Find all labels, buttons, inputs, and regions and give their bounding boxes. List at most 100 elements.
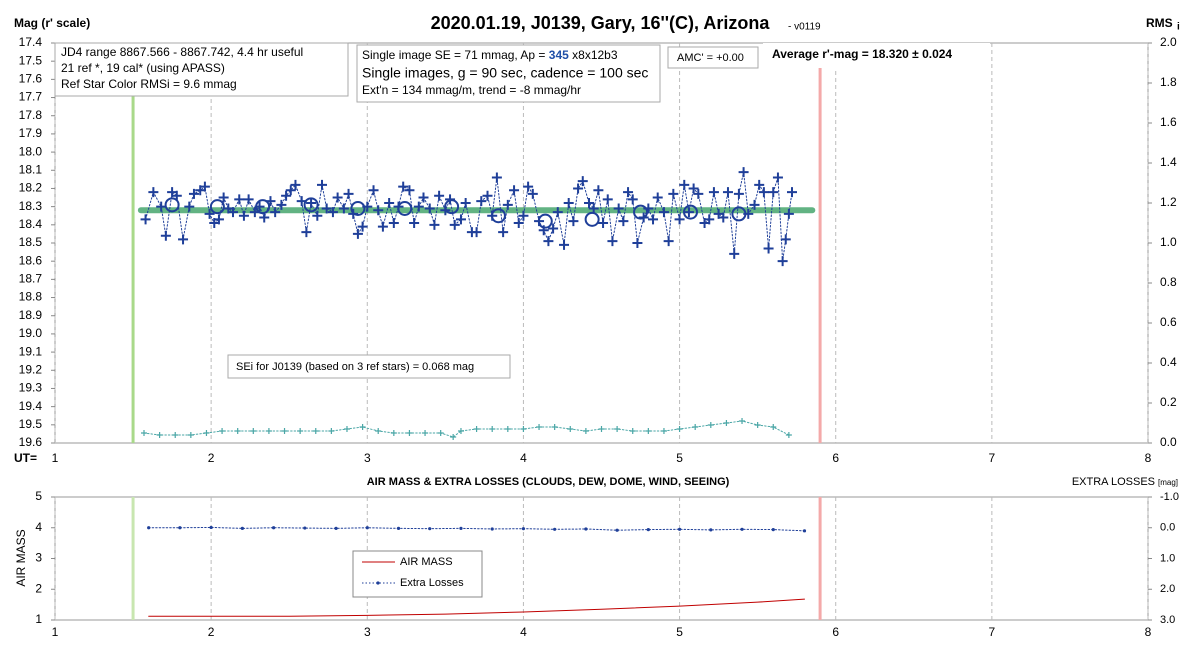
y-tick-label: 17.6 xyxy=(19,72,43,86)
point-cross xyxy=(343,188,354,199)
x-tick-label: 4 xyxy=(520,451,527,465)
point-cross xyxy=(297,428,304,434)
point-cross xyxy=(409,218,420,228)
y2-axis-label-sub: [mag] xyxy=(1158,478,1178,487)
point-dot xyxy=(209,525,213,530)
point-cross xyxy=(768,187,779,198)
point-cross xyxy=(243,194,254,205)
y-tick-label: 17.4 xyxy=(19,35,43,49)
marker-line xyxy=(131,497,135,620)
point-cross xyxy=(148,187,159,198)
series-line xyxy=(148,526,805,532)
point-cross xyxy=(234,428,241,434)
point-dot xyxy=(490,527,494,531)
chart-title: 2020.01.19, J0139, Gary, 16''(C), Arizon… xyxy=(431,13,771,33)
point-cross xyxy=(418,192,429,203)
point-cross xyxy=(614,426,621,432)
point-cross xyxy=(259,212,270,223)
y-tick-label: 18.3 xyxy=(19,199,43,213)
y-tick-label: 18.6 xyxy=(19,253,43,267)
point-cross xyxy=(772,172,783,183)
point-dot xyxy=(646,527,650,532)
point-cross xyxy=(498,227,509,238)
point-dot xyxy=(677,527,682,531)
y-tick-label: 18.4 xyxy=(19,217,43,231)
point-cross xyxy=(172,432,179,438)
x-tick-label: 2 xyxy=(208,451,215,465)
point-average xyxy=(490,208,506,224)
point-cross xyxy=(770,424,777,430)
point-dot xyxy=(521,527,526,531)
point-dot xyxy=(178,526,182,530)
point-cross xyxy=(357,221,368,232)
point-cross xyxy=(352,228,363,239)
point-cross xyxy=(543,236,554,247)
point-cross xyxy=(328,428,335,434)
legend-label: Extra Losses xyxy=(400,577,464,589)
point-average xyxy=(397,200,413,216)
point-cross xyxy=(285,185,296,196)
x-tick-label: 5 xyxy=(676,625,683,639)
point-cross xyxy=(178,234,189,245)
y-tick-label: 19.3 xyxy=(19,381,43,395)
point-dot xyxy=(147,526,151,530)
point-average xyxy=(209,199,225,215)
point-cross xyxy=(384,198,395,208)
plots: 1 2 3 4 5 6 7 817.417.517.617.717.817.918.018.1… xyxy=(19,35,1179,639)
point-cross xyxy=(567,426,574,432)
y2-tick-label: 1.0 xyxy=(1160,552,1175,564)
point-cross xyxy=(140,214,151,225)
point-cross xyxy=(536,424,543,430)
point-cross xyxy=(708,187,719,198)
annotations: JD4 range 8867.566 - 8867.742, 4.4 hr us… xyxy=(54,42,990,379)
point-cross xyxy=(406,430,413,436)
point-dot xyxy=(396,526,401,530)
point-cross xyxy=(398,181,409,192)
point-cross xyxy=(219,428,226,434)
point-dot xyxy=(428,527,432,531)
y2-tick-label: 0.6 xyxy=(1160,315,1177,329)
y-tick-label: 18.1 xyxy=(19,162,43,176)
point-cross xyxy=(749,199,760,210)
point-cross xyxy=(513,218,524,228)
point-cross xyxy=(204,208,215,219)
point-cross xyxy=(218,192,229,203)
point-cross xyxy=(482,190,493,201)
x-tick-label: 2 xyxy=(208,625,215,639)
y-tick-label: 17.9 xyxy=(19,126,43,140)
y2-tick-label: -1.0 xyxy=(1160,491,1179,503)
point-cross xyxy=(607,236,618,247)
point-cross xyxy=(460,198,471,208)
point-cross xyxy=(648,214,659,225)
point-cross xyxy=(188,188,199,199)
y-tick-label: 19.6 xyxy=(19,435,43,449)
point-cross xyxy=(156,432,163,438)
point-cross xyxy=(422,430,429,436)
y-tick-label: 19.1 xyxy=(19,344,43,358)
point-cross xyxy=(548,223,559,234)
point-cross xyxy=(437,430,444,436)
point-cross xyxy=(489,426,496,432)
point-average xyxy=(584,211,600,227)
info-line: 21 ref *, 19 cal* (using APASS) xyxy=(61,61,225,75)
point-dot xyxy=(709,528,713,532)
point-average xyxy=(633,204,649,220)
point-cross xyxy=(577,176,588,187)
point-average xyxy=(537,213,553,229)
point-cross xyxy=(413,201,424,212)
y-tick-label: 5 xyxy=(35,489,42,503)
point-dot xyxy=(459,526,463,530)
x-tick-label: 8 xyxy=(1145,625,1152,639)
point-cross xyxy=(203,430,210,436)
y2-axis-label: RMS xyxy=(1146,16,1173,30)
point-cross xyxy=(276,199,287,210)
x-tick-label: 7 xyxy=(989,451,996,465)
point-cross xyxy=(301,227,312,238)
point-cross xyxy=(509,185,520,196)
point-cross xyxy=(645,428,652,434)
point-cross xyxy=(629,428,636,434)
point-dot xyxy=(303,526,307,530)
amc-text: AMC' = +0.00 xyxy=(677,52,744,64)
